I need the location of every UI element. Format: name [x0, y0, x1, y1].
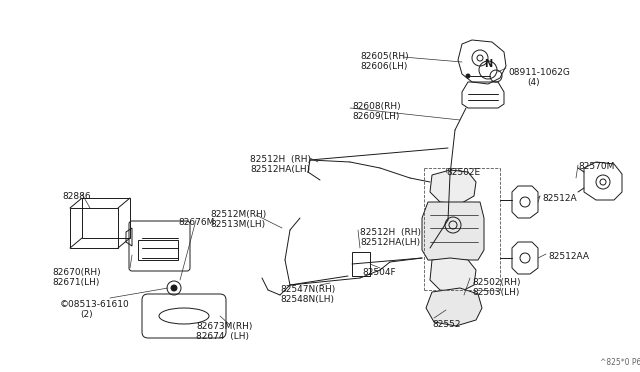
Bar	[352, 252, 370, 276]
Text: 82503(LH): 82503(LH)	[472, 288, 520, 297]
Text: 82512M(RH): 82512M(RH)	[210, 210, 266, 219]
Text: 82605(RH): 82605(RH)	[360, 52, 408, 61]
Text: 82512H  (RH): 82512H (RH)	[250, 155, 311, 164]
Text: 82670(RH): 82670(RH)	[52, 268, 100, 277]
Text: ^825*0 P6: ^825*0 P6	[600, 358, 640, 367]
Bar	[138, 240, 178, 260]
Polygon shape	[422, 202, 484, 260]
Bar	[70, 208, 118, 248]
Text: 82606(LH): 82606(LH)	[360, 62, 408, 71]
Polygon shape	[430, 258, 476, 292]
Text: N: N	[484, 59, 492, 69]
Circle shape	[171, 285, 177, 291]
Bar	[82, 198, 130, 238]
Text: 82886: 82886	[62, 192, 91, 201]
Text: 82512A: 82512A	[542, 194, 577, 203]
Text: 82570M: 82570M	[578, 162, 614, 171]
Text: 82671(LH): 82671(LH)	[52, 278, 99, 287]
Polygon shape	[430, 170, 476, 204]
Text: 82609(LH): 82609(LH)	[352, 112, 399, 121]
Text: 82513M(LH): 82513M(LH)	[210, 220, 265, 229]
Text: 82504F: 82504F	[362, 268, 396, 277]
Text: 82673M(RH): 82673M(RH)	[196, 322, 252, 331]
Text: 82512AA: 82512AA	[548, 252, 589, 261]
Text: 82512HA(LH): 82512HA(LH)	[250, 165, 310, 174]
Polygon shape	[426, 288, 482, 326]
Circle shape	[466, 74, 470, 78]
Text: ©08513-61610: ©08513-61610	[60, 300, 130, 309]
Text: (4): (4)	[527, 78, 540, 87]
Text: 82502(RH): 82502(RH)	[472, 278, 520, 287]
Text: 82502E: 82502E	[446, 168, 480, 177]
Text: 82548N(LH): 82548N(LH)	[280, 295, 334, 304]
Text: 82552: 82552	[432, 320, 461, 329]
Text: 82512H  (RH): 82512H (RH)	[360, 228, 421, 237]
Text: 82608(RH): 82608(RH)	[352, 102, 401, 111]
Text: 08911-1062G: 08911-1062G	[508, 68, 570, 77]
Text: 82512HA(LH): 82512HA(LH)	[360, 238, 420, 247]
Text: 82674  (LH): 82674 (LH)	[196, 332, 249, 341]
Text: 82547N(RH): 82547N(RH)	[280, 285, 335, 294]
Text: 82676M: 82676M	[178, 218, 214, 227]
Text: (2): (2)	[80, 310, 93, 319]
